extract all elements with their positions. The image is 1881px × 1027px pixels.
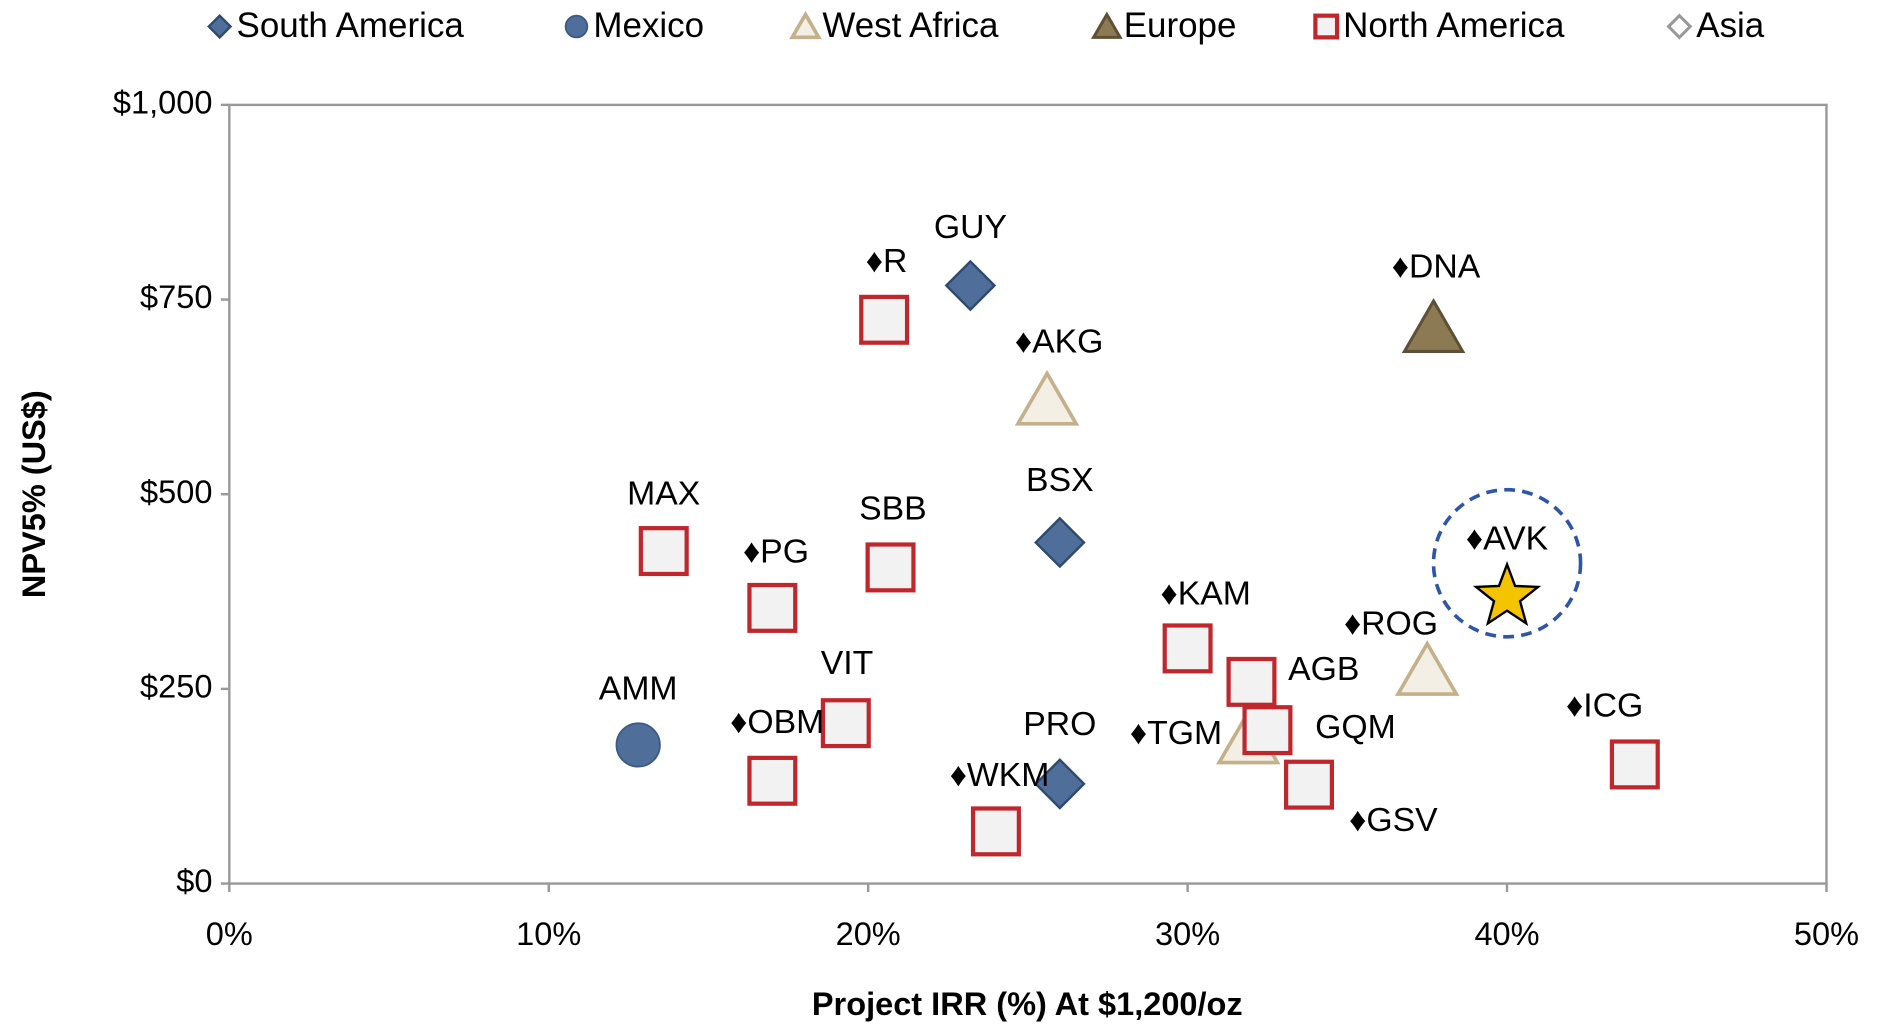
marker bbox=[789, 10, 822, 40]
point-label: ♦AKG bbox=[1015, 322, 1104, 360]
point-label: ♦GSV bbox=[1349, 801, 1438, 839]
point-label: ♦WKM bbox=[950, 756, 1050, 794]
marker bbox=[1609, 739, 1660, 790]
x-tick-label: 0% bbox=[206, 916, 253, 952]
marker bbox=[1401, 298, 1466, 353]
marker bbox=[1014, 369, 1080, 426]
y-tick-label: $0 bbox=[176, 863, 212, 899]
legend-label: Europe bbox=[1124, 6, 1237, 45]
point-label: SBB bbox=[859, 490, 927, 528]
point-label: ♦TGM bbox=[1130, 714, 1222, 752]
marker bbox=[970, 806, 1021, 857]
point-label: AGB bbox=[1288, 650, 1359, 688]
marker bbox=[1034, 516, 1086, 569]
y-tick-label: $500 bbox=[140, 474, 212, 510]
point-label: ♦ICG bbox=[1566, 687, 1643, 725]
marker bbox=[1472, 561, 1542, 627]
point-label: ♦R bbox=[866, 242, 908, 280]
y-axis-title: NPV5% (US$) bbox=[16, 390, 52, 598]
marker bbox=[747, 755, 798, 806]
marker bbox=[944, 259, 997, 312]
marker bbox=[207, 13, 233, 40]
marker bbox=[1666, 13, 1693, 40]
marker bbox=[1313, 13, 1340, 40]
marker bbox=[1283, 759, 1335, 810]
marker bbox=[1394, 640, 1460, 696]
y-tick-label: $750 bbox=[140, 279, 212, 315]
point-label: GQM bbox=[1315, 708, 1396, 746]
x-tick-label: 40% bbox=[1474, 916, 1539, 952]
marker bbox=[865, 542, 916, 593]
x-tick-label: 50% bbox=[1794, 916, 1859, 952]
marker bbox=[1242, 705, 1293, 756]
y-tick-label: $1,000 bbox=[113, 84, 212, 120]
point-label: VIT bbox=[821, 644, 874, 682]
legend-label: North America bbox=[1343, 6, 1565, 45]
legend-label: Mexico bbox=[593, 6, 704, 45]
point-label: ♦PG bbox=[743, 533, 809, 571]
legend-label: South America bbox=[237, 6, 465, 45]
marker bbox=[859, 294, 910, 345]
point-label: ♦KAM bbox=[1161, 574, 1251, 612]
x-tick-label: 30% bbox=[1155, 916, 1220, 952]
point-label: BSX bbox=[1026, 461, 1094, 499]
legend-label: West Africa bbox=[822, 6, 999, 45]
marker bbox=[1034, 758, 1086, 810]
x-tick-label: 10% bbox=[516, 916, 581, 952]
marker bbox=[1162, 623, 1213, 674]
point-label: ♦OBM bbox=[730, 703, 824, 741]
point-label: GUY bbox=[934, 208, 1007, 246]
point-label: AMM bbox=[599, 670, 678, 708]
legend-label: Asia bbox=[1696, 6, 1765, 45]
marker bbox=[615, 722, 661, 768]
point-label: PRO bbox=[1023, 705, 1096, 743]
x-tick-label: 20% bbox=[836, 916, 901, 952]
y-tick-label: $250 bbox=[140, 668, 212, 704]
highlight-circle bbox=[1431, 487, 1583, 639]
marker bbox=[747, 582, 798, 633]
marker bbox=[564, 14, 589, 39]
point-label: MAX bbox=[627, 475, 700, 513]
point-label: ♦DNA bbox=[1392, 247, 1481, 285]
marker bbox=[638, 526, 689, 577]
marker bbox=[1090, 11, 1123, 39]
point-label: ♦ROG bbox=[1344, 605, 1438, 643]
point-label: ♦AVK bbox=[1466, 519, 1549, 557]
x-axis-title: Project IRR (%) At $1,200/oz bbox=[812, 986, 1243, 1022]
marker bbox=[1226, 656, 1277, 707]
marker bbox=[820, 698, 871, 749]
